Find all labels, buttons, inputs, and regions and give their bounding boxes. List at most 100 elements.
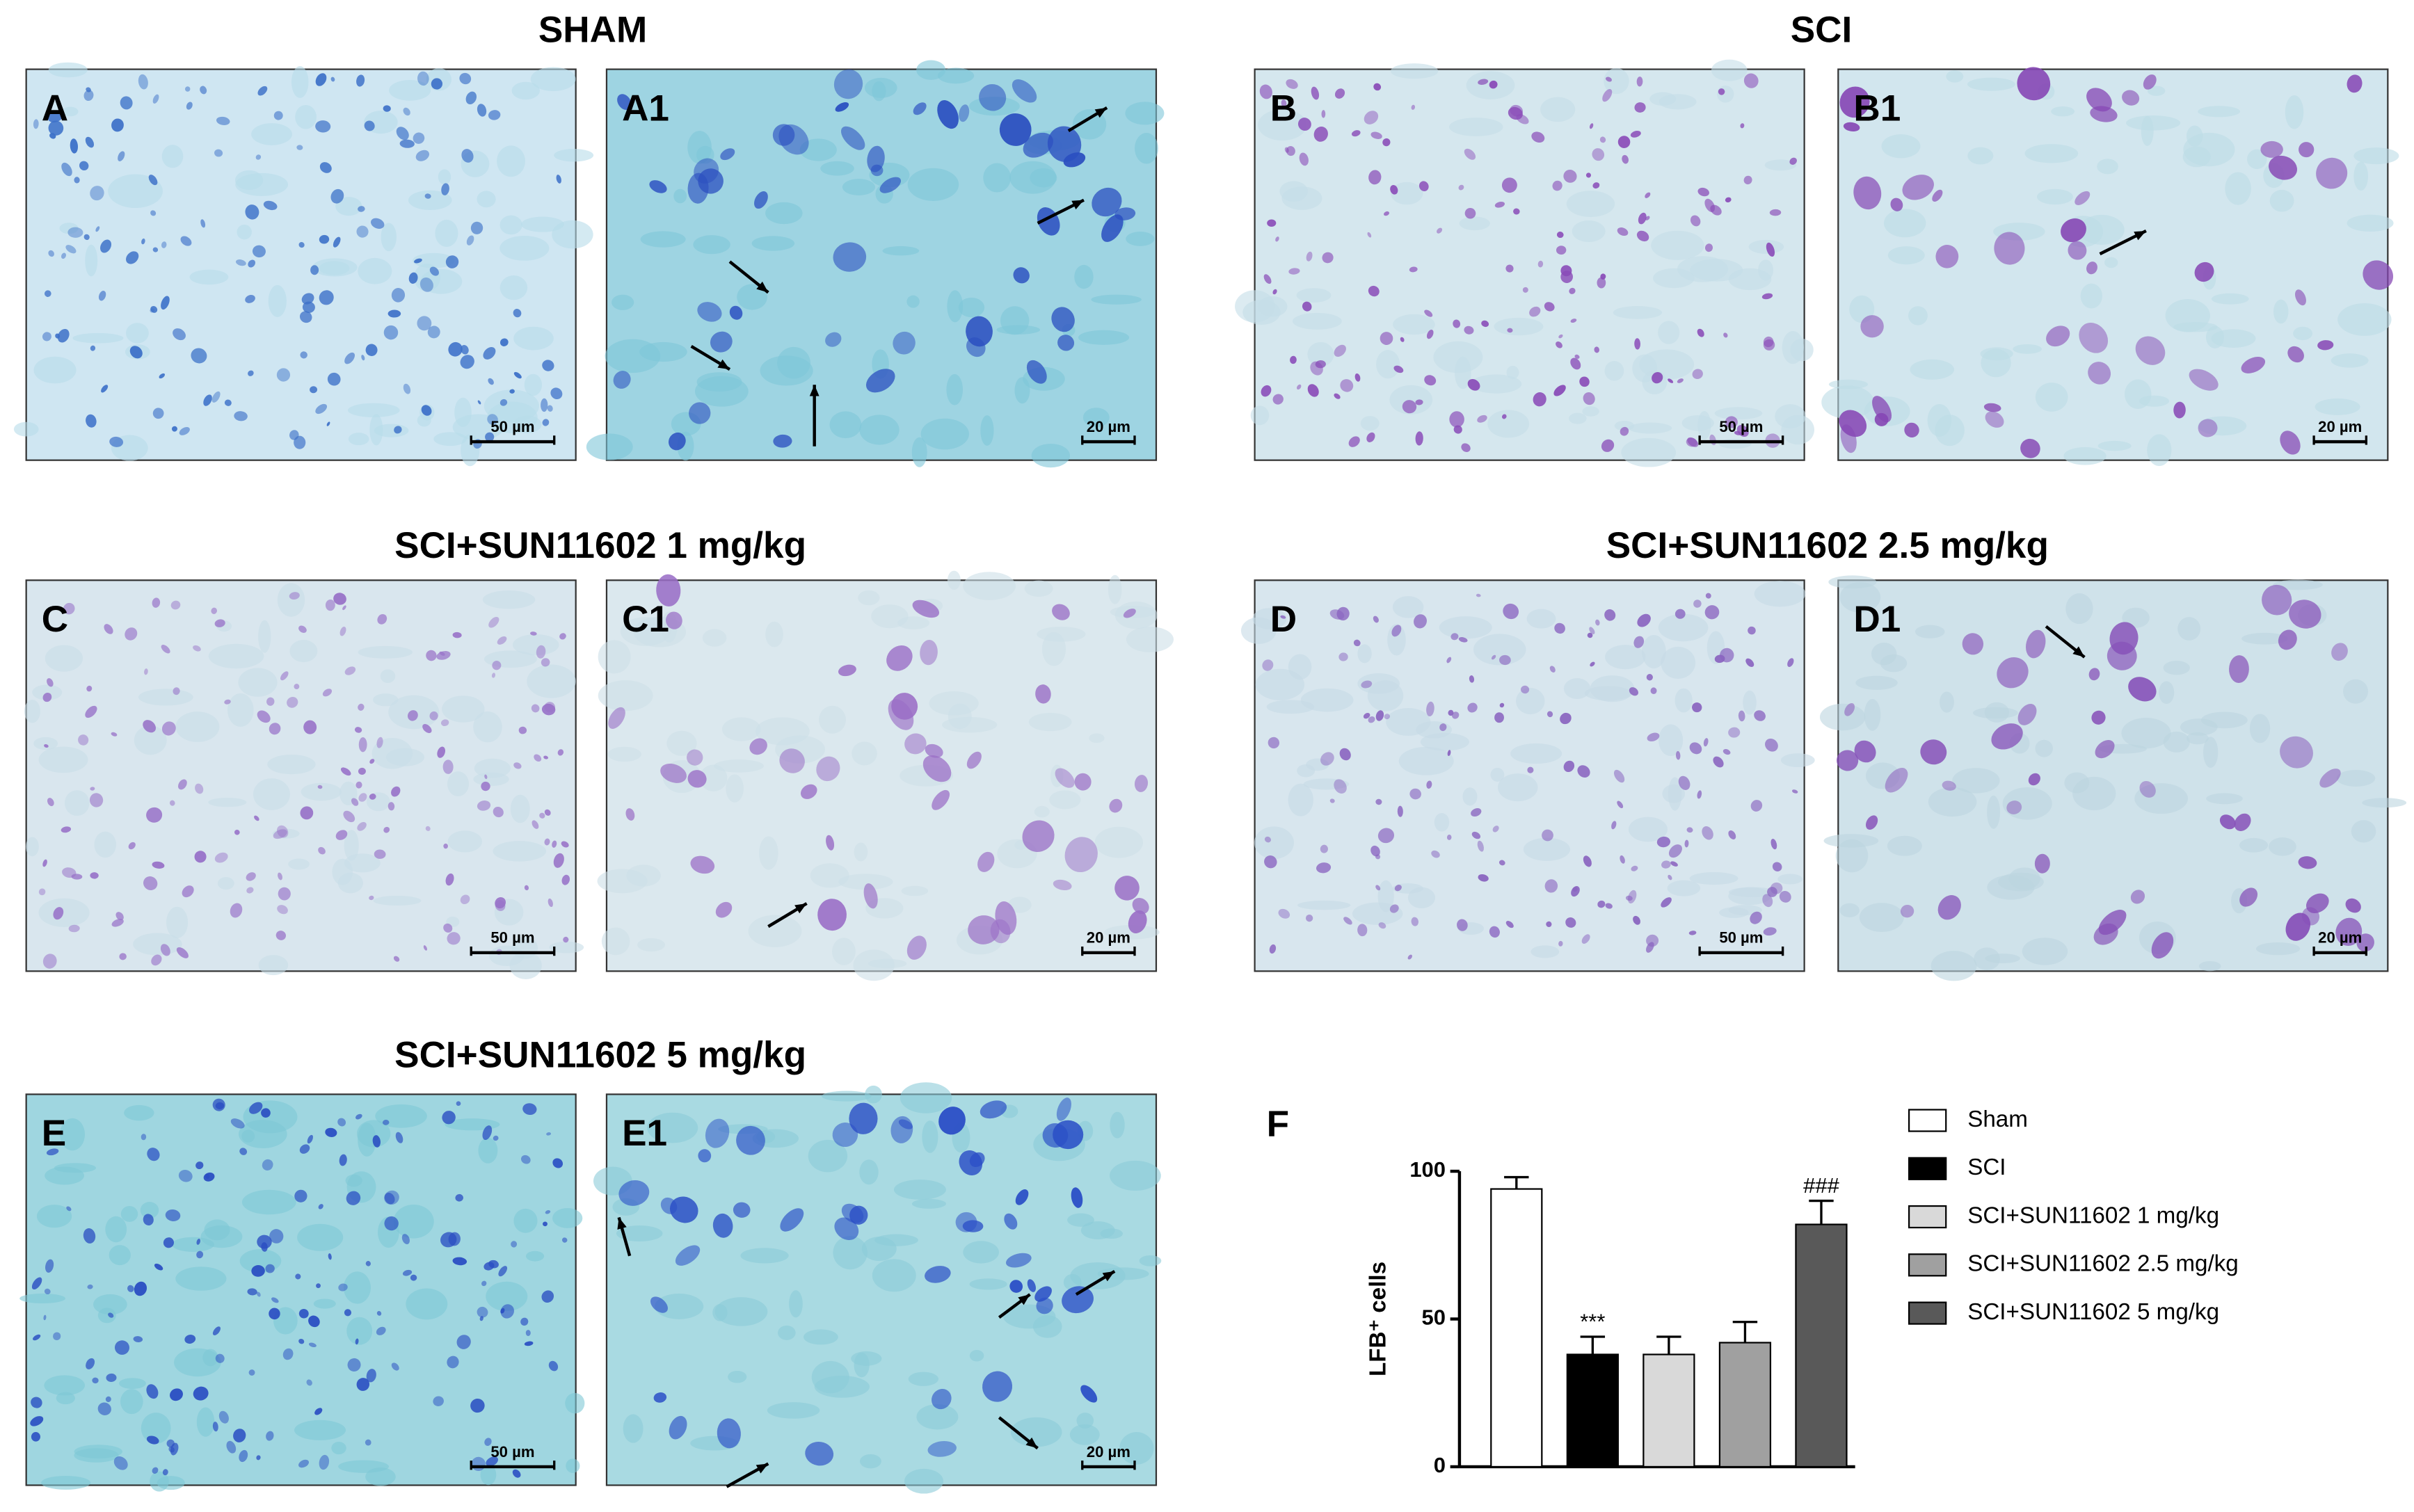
cell (511, 1241, 518, 1248)
cell (2088, 362, 2111, 385)
tissue-texture (882, 246, 920, 256)
arrow-head (1018, 1294, 1030, 1305)
cell (1471, 831, 1481, 839)
cell (550, 387, 563, 400)
tissue-texture (2205, 325, 2224, 348)
cell (1636, 230, 1649, 242)
cell (1366, 432, 1375, 442)
cell (1522, 287, 1528, 293)
tissue-texture (2249, 714, 2271, 743)
tissue-texture (1296, 288, 1332, 303)
cell (86, 414, 97, 428)
tissue-texture (473, 711, 502, 743)
tissue-texture (2225, 172, 2251, 205)
cell (337, 1118, 346, 1127)
cell (31, 1397, 42, 1408)
tissue-texture (1690, 259, 1743, 282)
cell (393, 956, 400, 962)
cell (266, 697, 275, 706)
tissue-texture (345, 1174, 362, 1187)
cell (1109, 798, 1123, 813)
cell (315, 120, 331, 133)
cell (160, 944, 170, 956)
cell (1652, 371, 1663, 384)
y-axis-label: LFB⁺ cells (1366, 1262, 1391, 1376)
cell (816, 756, 840, 782)
cell (1637, 613, 1651, 627)
group-title: SHAM (538, 10, 647, 51)
cell (543, 1221, 547, 1227)
tissue-texture (751, 236, 795, 251)
cell (982, 1371, 1013, 1402)
tissue-texture (2013, 344, 2042, 354)
cell (355, 1113, 362, 1120)
cell (2287, 346, 2304, 363)
tissue-texture (673, 188, 687, 204)
tissue-texture (312, 258, 358, 277)
tissue-texture (1681, 415, 1714, 431)
cell (333, 593, 346, 605)
cell (979, 83, 1007, 111)
cell (835, 102, 849, 112)
tissue-texture (900, 1082, 952, 1113)
cell (1322, 252, 1334, 264)
tissue-texture (1110, 1111, 1125, 1139)
cell (2280, 736, 2313, 769)
cell (1334, 779, 1347, 794)
tissue-texture (714, 759, 764, 773)
cell (436, 651, 451, 660)
tissue-texture (45, 1166, 84, 1185)
tissue-texture (911, 1198, 946, 1209)
cell (89, 793, 104, 807)
cell (150, 210, 157, 216)
cell (1464, 148, 1476, 160)
cell (1769, 209, 1782, 216)
scale-bar-label: 50 µm (1719, 418, 1763, 435)
cell (1477, 415, 1487, 423)
cell (488, 110, 501, 120)
cell (152, 247, 159, 252)
cell (1725, 197, 1732, 203)
cell (488, 616, 499, 628)
cell (44, 1288, 51, 1295)
tissue-texture (1135, 133, 1158, 164)
cell (800, 784, 817, 799)
cell (1674, 609, 1686, 619)
cell (1307, 384, 1319, 397)
tissue-texture (1510, 743, 1562, 764)
tissue-texture (1839, 582, 1881, 613)
cell (295, 1273, 301, 1280)
tissue-texture (36, 1205, 72, 1228)
cell (1890, 198, 1903, 211)
tissue-texture (598, 680, 653, 711)
tissue-texture (1758, 259, 1774, 281)
cell (1558, 334, 1563, 339)
scale-bar-label: 50 µm (490, 1443, 534, 1461)
cell (1645, 192, 1651, 198)
tissue-texture (373, 896, 422, 906)
tissue-texture (1242, 300, 1281, 325)
cell (2006, 801, 2022, 814)
tissue-texture (1883, 209, 1926, 238)
tissue-texture (1292, 312, 1342, 330)
cell (1286, 146, 1295, 156)
cell (85, 136, 95, 148)
cell (1840, 424, 1857, 453)
cell (922, 755, 952, 782)
tissue-texture (433, 432, 467, 447)
cell (42, 954, 57, 969)
cell (92, 1377, 99, 1384)
cell (1533, 392, 1546, 407)
cell (134, 1281, 147, 1296)
cell (1051, 307, 1075, 332)
cell (500, 1304, 514, 1319)
cell (456, 1335, 471, 1349)
cell (498, 1266, 508, 1277)
cell (720, 148, 735, 161)
cell (493, 1135, 499, 1141)
cell (486, 1456, 498, 1467)
bar (1642, 1353, 1695, 1468)
cell (448, 341, 463, 357)
cell (1268, 737, 1280, 749)
cell (1353, 639, 1361, 647)
